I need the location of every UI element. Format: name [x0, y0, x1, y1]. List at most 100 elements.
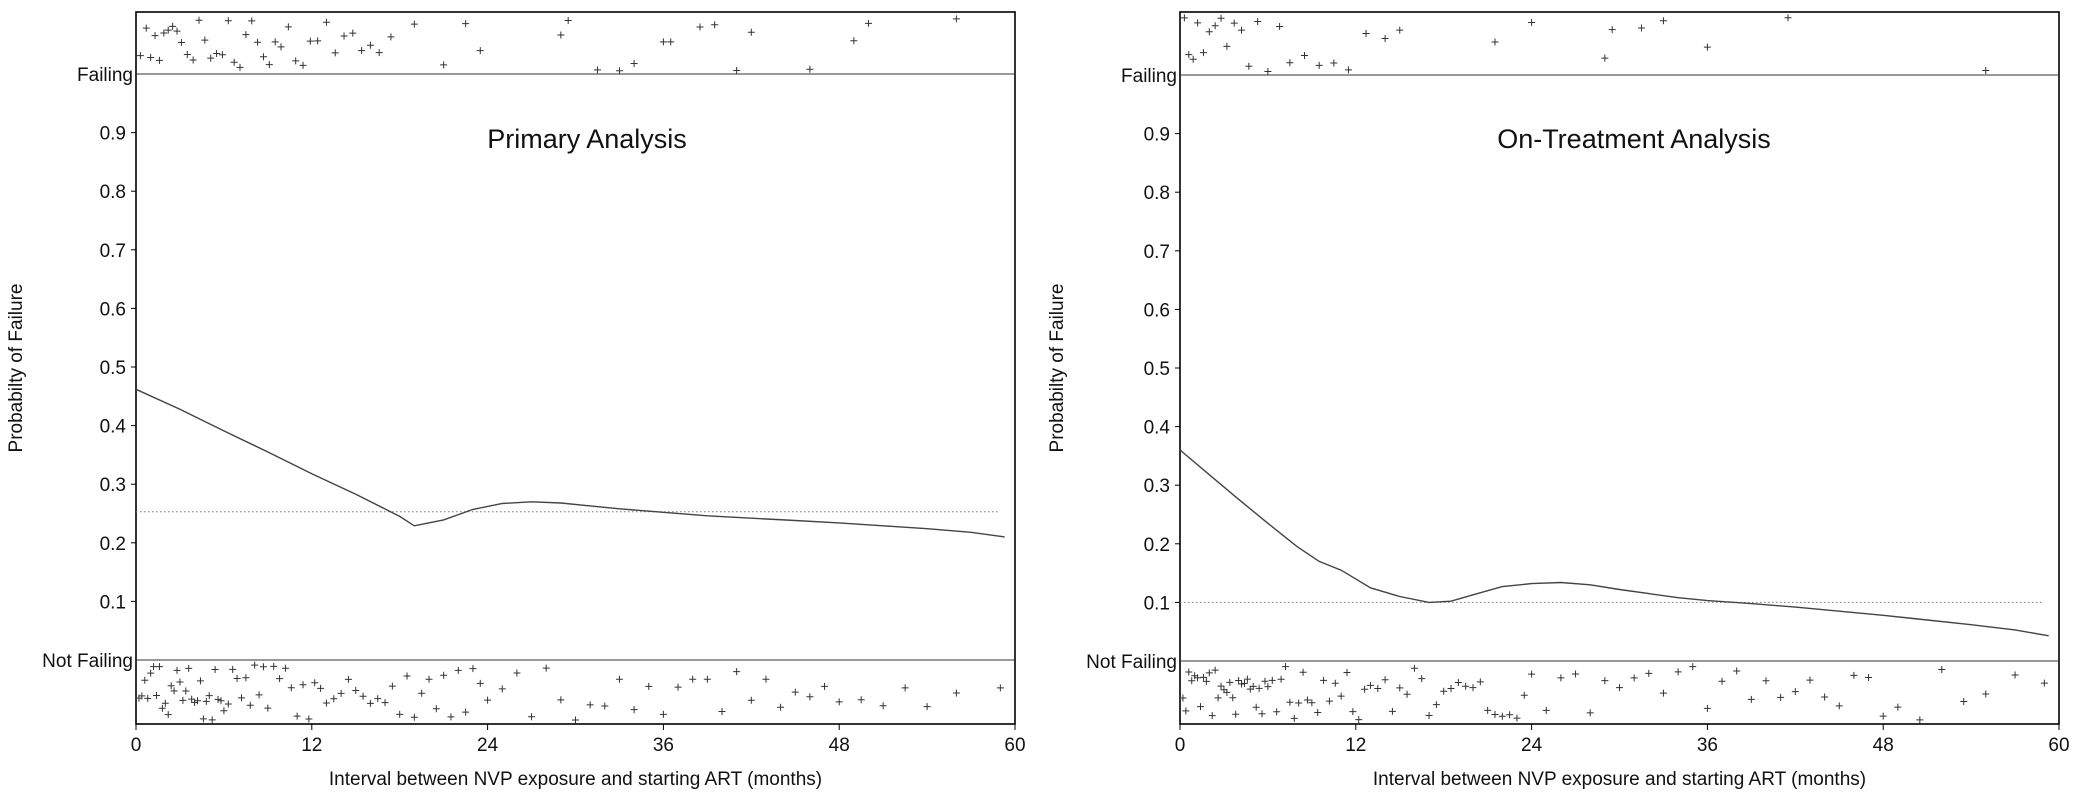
not-failing-observation-mark: [1238, 680, 1246, 688]
y-tick-label: 0.6: [1144, 300, 1170, 321]
not-failing-observation-mark: [572, 716, 579, 724]
not-failing-observation-mark: [1243, 675, 1251, 683]
not-failing-observation-mark: [542, 664, 550, 672]
failing-observation-mark: [1189, 55, 1197, 63]
not-failing-observation-mark: [1777, 693, 1785, 701]
not-failing-observation-mark: [462, 708, 470, 716]
not-failing-observation-mark: [1232, 710, 1240, 718]
failing-observation-mark: [1784, 14, 1792, 22]
not-failing-observation-mark: [196, 677, 204, 685]
failing-observation-mark: [1194, 19, 1202, 27]
failing-observation-mark: [1982, 67, 1990, 75]
y-tick-label: 0.9: [1144, 125, 1170, 146]
not-failing-observation-mark: [388, 682, 396, 690]
y-tick-label: 0.2: [100, 534, 126, 555]
not-failing-observation-mark: [1258, 710, 1266, 718]
failing-observation-mark: [271, 38, 279, 46]
failing-observation-mark: [1362, 30, 1370, 38]
not-failing-observation-mark: [747, 696, 755, 704]
x-tick-label: 48: [829, 735, 850, 756]
not-failing-observation-mark: [1314, 709, 1322, 717]
not-failing-observation-mark: [191, 699, 199, 707]
not-failing-observation-mark: [586, 701, 594, 709]
not-failing-observation-mark: [1374, 684, 1382, 692]
not-failing-observation-mark: [410, 713, 418, 721]
not-failing-observation-mark: [1557, 674, 1565, 682]
not-failing-observation-mark: [259, 663, 267, 671]
y-tick-label: 0.1: [100, 592, 126, 613]
failing-observation-mark: [1528, 18, 1536, 26]
not-failing-label: Not Failing: [42, 651, 133, 672]
not-failing-observation-mark: [1476, 678, 1484, 686]
failing-observation-mark: [557, 31, 565, 39]
not-failing-observation-mark: [242, 674, 250, 682]
not-failing-observation-mark: [777, 703, 785, 711]
not-failing-observation-mark: [703, 675, 711, 683]
not-failing-observation-mark: [1268, 676, 1276, 684]
not-failing-observation-mark: [1303, 696, 1311, 704]
not-failing-observation-mark: [498, 685, 506, 693]
not-failing-observation-mark: [1211, 666, 1219, 674]
failing-observation-mark: [284, 23, 292, 31]
y-tick-label: 0.3: [1144, 476, 1170, 497]
not-failing-observation-mark: [857, 696, 865, 704]
not-failing-observation-mark: [1320, 676, 1328, 684]
not-failing-observation-mark: [1733, 667, 1741, 675]
x-tick-label: 0: [1175, 735, 1186, 756]
not-failing-observation-mark: [1261, 677, 1269, 685]
failing-observation-mark: [173, 27, 181, 35]
failing-observation-mark: [1238, 26, 1246, 34]
not-failing-observation-mark: [733, 668, 741, 676]
x-tick-label: 0: [131, 735, 142, 756]
not-failing-observation-mark: [217, 697, 225, 705]
not-failing-observation-mark: [1762, 677, 1770, 685]
not-failing-observation-mark: [150, 663, 158, 671]
not-failing-observation-mark: [281, 664, 289, 672]
failing-label: Failing: [77, 65, 133, 86]
not-failing-observation-mark: [311, 679, 319, 687]
not-failing-observation-mark: [182, 687, 190, 695]
not-failing-observation-mark: [1791, 688, 1799, 696]
failing-observation-mark: [1637, 24, 1645, 32]
failing-observation-mark: [1330, 59, 1338, 67]
not-failing-observation-mark: [1179, 694, 1187, 702]
not-failing-observation-mark: [1520, 691, 1528, 699]
failing-observation-mark: [733, 66, 741, 74]
failing-observation-mark: [164, 26, 172, 34]
not-failing-observation-mark: [1325, 697, 1333, 705]
failing-observation-mark: [207, 54, 215, 62]
not-failing-observation-mark: [208, 716, 216, 724]
not-failing-observation-mark: [923, 703, 931, 711]
not-failing-observation-mark: [1286, 698, 1294, 706]
not-failing-observation-mark: [1718, 677, 1726, 685]
not-failing-observation-mark: [1938, 666, 1946, 674]
failing-observation-mark: [218, 51, 226, 59]
failing-observation-mark: [593, 66, 601, 74]
failing-observation-mark: [213, 50, 221, 58]
failing-observation-mark: [1381, 34, 1389, 42]
not-failing-observation-mark: [403, 672, 411, 680]
not-failing-observation-mark: [194, 697, 202, 705]
not-failing-observation-mark: [381, 699, 389, 707]
failing-observation-mark: [476, 47, 484, 55]
not-failing-observation-mark: [366, 699, 374, 707]
failing-observation-mark: [1205, 28, 1213, 36]
not-failing-observation-mark: [1689, 663, 1697, 671]
failing-label: Failing: [1121, 66, 1177, 87]
not-failing-observation-mark: [2040, 679, 2048, 687]
not-failing-observation-mark: [469, 665, 477, 673]
not-failing-observation-mark: [1361, 685, 1369, 693]
not-failing-observation-mark: [185, 664, 193, 672]
not-failing-observation-mark: [2011, 671, 2019, 679]
y-tick-label: 0.3: [100, 475, 126, 496]
y-tick-label: 0.4: [100, 417, 127, 438]
not-failing-observation-mark: [1586, 709, 1594, 717]
not-failing-observation-mark: [1513, 714, 1521, 722]
not-failing-observation-mark: [1806, 676, 1814, 684]
not-failing-observation-mark: [264, 704, 272, 712]
not-failing-observation-mark: [1217, 682, 1225, 690]
not-failing-observation-mark: [330, 695, 338, 703]
not-failing-observation-mark: [1349, 708, 1357, 716]
failing-observation-mark: [331, 49, 339, 57]
not-failing-observation-mark: [359, 692, 367, 700]
